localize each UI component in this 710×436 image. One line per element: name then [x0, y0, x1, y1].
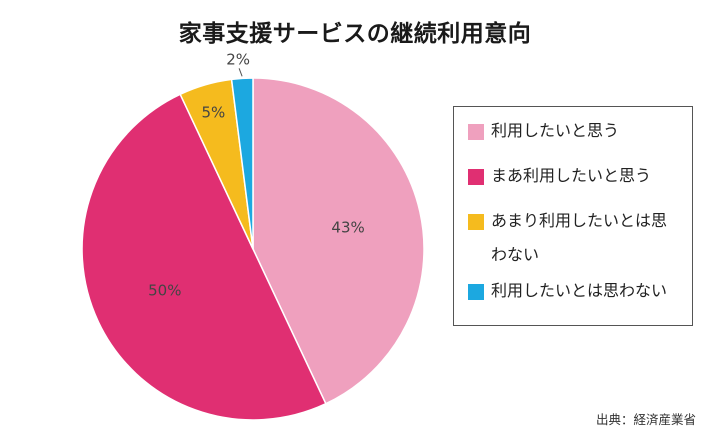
legend: 利用したいと思うまあ利用したいと思うあまり利用したいとは思わない利用したいとは思…	[453, 106, 693, 326]
legend-item: あまり利用したいとは思わない	[468, 211, 681, 272]
legend-item: 利用したいとは思わない	[468, 281, 681, 308]
legend-label: 利用したいと思う	[491, 121, 620, 140]
legend-label: 利用したいとは思わない	[491, 281, 668, 300]
legend-label: まあ利用したいと思う	[491, 166, 652, 185]
legend-swatch	[468, 169, 484, 185]
pie-slice-1	[252, 77, 425, 405]
legend-swatch	[468, 214, 484, 230]
legend-swatch	[468, 124, 484, 140]
legend-item: まあ利用したいと思う	[468, 166, 681, 193]
pie-slice-2	[81, 93, 327, 421]
legend-label: あまり利用したいとは思わない	[491, 211, 668, 264]
pie-label-3: 5%	[202, 104, 226, 122]
chart-title: 家事支援サービスの継続利用意向	[178, 21, 532, 47]
pie-label-1: 43%	[331, 219, 364, 237]
pie-label-2: 50%	[148, 282, 181, 300]
pie-slice-4	[230, 77, 254, 250]
source-note: 出典：経済産業省	[595, 412, 696, 427]
legend-item: 利用したいと思う	[468, 121, 681, 148]
legend-swatch	[468, 284, 484, 300]
pie-leader-line	[238, 68, 243, 77]
pie-label-4: 2%	[226, 50, 250, 68]
